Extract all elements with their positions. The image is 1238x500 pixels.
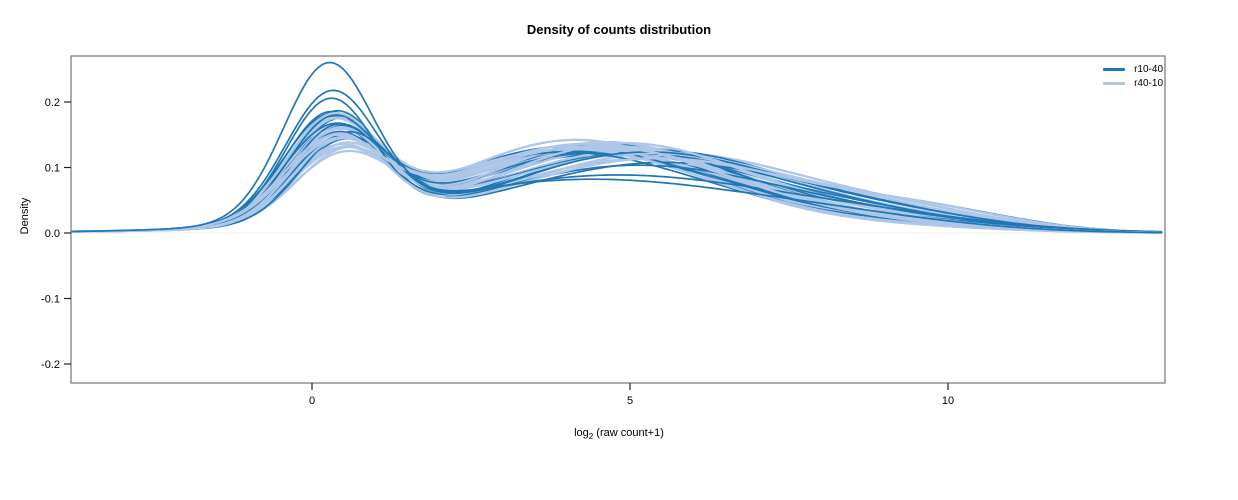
x-axis-label-suffix: (raw count+1)	[593, 427, 664, 439]
legend: r10-40 r40-10	[1103, 64, 1163, 89]
legend-line-swatch-r40-10	[1103, 82, 1126, 85]
y-tick-label: 0.1	[45, 163, 60, 175]
legend-line-swatch-r10-40	[1103, 68, 1126, 71]
y-tick-label: -0.1	[41, 294, 60, 306]
plot-border-box	[70, 55, 1166, 384]
legend-entry-r40-10: r40-10	[1103, 78, 1163, 89]
chart-title: Density of counts distribution	[526, 22, 712, 37]
density-curve-r40-10-38	[71, 132, 1163, 234]
y-axis-label: Density	[19, 197, 31, 235]
legend-entry-r10-40: r10-40	[1103, 64, 1163, 75]
y-tick-label: 0.0	[45, 228, 60, 240]
y-tick-label: -0.2	[41, 359, 60, 371]
legend-label-r10-40: r10-40	[1134, 64, 1163, 75]
x-axis-label: log2 (raw count+1)	[0, 427, 1238, 441]
y-tick-label: 0.2	[45, 97, 60, 109]
x-axis-label-prefix: log	[574, 427, 589, 439]
x-tick-label: 0	[309, 395, 315, 407]
density-curve-r40-10-40	[71, 133, 1163, 234]
x-tick-label: 5	[627, 395, 633, 407]
density-curve-r10-40-34	[71, 130, 1163, 234]
x-tick-label: 10	[942, 395, 954, 407]
density-curve-r10-40-41	[71, 61, 1163, 234]
density-curve-r10-40-39	[71, 89, 1163, 233]
legend-label-r40-10: r40-10	[1134, 78, 1163, 89]
x-axis-label-subscript: 2	[588, 432, 594, 442]
